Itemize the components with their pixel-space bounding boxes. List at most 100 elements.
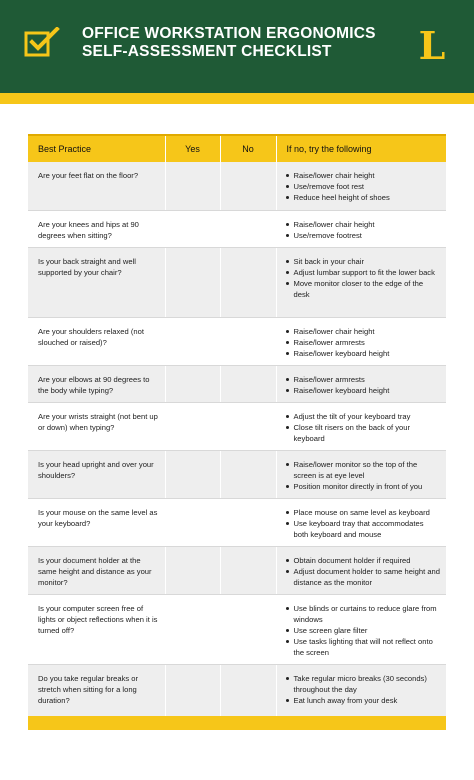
question-cell: Do you take regular breaks or stretch wh… [28,664,165,717]
university-logo: L [419,26,446,64]
suggestion-item: Use screen glare filter [285,625,441,636]
suggestion-item: Raise/lower chair height [285,326,441,337]
no-answer-cell[interactable] [219,450,276,499]
suggestion-item: Eat lunch away from your desk [285,695,441,706]
suggestion-item: Sit back in your chair [285,256,441,267]
suggestions-cell: Adjust the tilt of your keyboard tray Clo… [275,402,446,451]
yes-answer-cell[interactable] [164,546,220,595]
table-row: Is your mouse on the same level as your … [28,498,446,547]
yes-answer-cell[interactable] [164,450,220,499]
question-cell: Are your knees and hips at 90 degrees wh… [28,210,165,248]
suggestion-item: Adjust document holder to same height an… [285,566,441,588]
column-header-no: No [219,134,276,162]
suggestion-item: Use keyboard tray that accommodates both… [285,518,441,540]
suggestions-cell: Take regular micro breaks (30 seconds) t… [275,664,446,717]
suggestions-cell: Sit back in your chair Adjust lumbar supp… [275,247,446,318]
no-answer-cell[interactable] [219,664,276,717]
column-header-yes: Yes [164,134,220,162]
checklist-table: Best Practice Yes No If no, try the foll… [28,134,446,717]
table-row: Is your back straight and well supported… [28,247,446,318]
suggestions-cell: Raise/lower armrests Raise/lower keyboard… [275,365,446,403]
yes-answer-cell[interactable] [164,162,220,211]
suggestion-list: Use blinds or curtains to reduce glare f… [285,603,441,658]
suggestion-item: Raise/lower chair height [285,219,441,230]
suggestion-item: Take regular micro breaks (30 seconds) t… [285,673,441,695]
suggestion-item: Raise/lower armrests [285,374,441,385]
question-cell: Is your computer screen free of lights o… [28,594,165,665]
table-row: Are your feet flat on the floor? Raise/lo… [28,162,446,211]
suggestion-item: Adjust lumbar support to fit the lower b… [285,267,441,278]
no-answer-cell[interactable] [219,317,276,366]
page-title: OFFICE WORKSTATION ERGONOMICS SELF-ASSES… [82,25,402,61]
suggestion-list: Place mouse on same level as keyboard Use… [285,507,441,540]
suggestion-item: Use/remove foot rest [285,181,441,192]
suggestion-item: Use blinds or curtains to reduce glare f… [285,603,441,625]
suggestions-cell: Raise/lower monitor so the top of the sc… [275,450,446,499]
column-header-best-practice: Best Practice [28,134,165,162]
question-cell: Is your mouse on the same level as your … [28,498,165,547]
suggestion-item: Raise/lower armrests [285,337,441,348]
no-answer-cell[interactable] [219,247,276,318]
yes-answer-cell[interactable] [164,664,220,717]
table-header: Best Practice Yes No If no, try the foll… [28,134,446,162]
table-body: Are your feet flat on the floor? Raise/lo… [28,162,446,717]
suggestion-item: Adjust the tilt of your keyboard tray [285,411,441,422]
suggestion-list: Adjust the tilt of your keyboard tray Clo… [285,411,441,444]
suggestions-cell: Use blinds or curtains to reduce glare f… [275,594,446,665]
question-cell: Is your document holder at the same heig… [28,546,165,595]
table-row: Do you take regular breaks or stretch wh… [28,664,446,717]
no-answer-cell[interactable] [219,162,276,211]
question-cell: Is your back straight and well supported… [28,247,165,318]
suggestion-item: Reduce heel height of shoes [285,192,441,203]
yes-answer-cell[interactable] [164,365,220,403]
table-row: Is your document holder at the same heig… [28,546,446,595]
svg-text:L: L [419,26,446,64]
yes-answer-cell[interactable] [164,594,220,665]
header-stripe [0,93,474,104]
suggestions-cell: Obtain document holder if required Adjust… [275,546,446,595]
table-row: Are your knees and hips at 90 degrees wh… [28,210,446,248]
suggestion-list: Raise/lower monitor so the top of the sc… [285,459,441,492]
yes-answer-cell[interactable] [164,247,220,318]
no-answer-cell[interactable] [219,365,276,403]
suggestion-item: Close tilt risers on the back of your ke… [285,422,441,444]
suggestion-item: Raise/lower monitor so the top of the sc… [285,459,441,481]
suggestions-cell: Place mouse on same level as keyboard Use… [275,498,446,547]
no-answer-cell[interactable] [219,402,276,451]
title-line-2: SELF-ASSESSMENT CHECKLIST [82,43,332,60]
suggestion-list: Raise/lower chair height Raise/lower armr… [285,326,441,359]
no-answer-cell[interactable] [219,498,276,547]
suggestion-item: Position monitor directly in front of yo… [285,481,441,492]
suggestion-item: Obtain document holder if required [285,555,441,566]
suggestion-item: Move monitor closer to the edge of the d… [285,278,441,300]
table-row: Are your wrists straight (not bent up or… [28,402,446,451]
table-row: Is your computer screen free of lights o… [28,594,446,665]
suggestion-item: Use tasks lighting that will not reflect… [285,636,441,658]
suggestion-list: Raise/lower armrests Raise/lower keyboard… [285,374,441,396]
table-row: Is your head upright and over your shoul… [28,450,446,499]
title-line-1: OFFICE WORKSTATION ERGONOMICS [82,25,376,42]
yes-answer-cell[interactable] [164,317,220,366]
suggestion-item: Use/remove footrest [285,230,441,241]
question-cell: Are your feet flat on the floor? [28,162,165,211]
table-row: Are your elbows at 90 degrees to the bod… [28,365,446,403]
suggestion-item: Raise/lower keyboard height [285,348,441,359]
header-banner: OFFICE WORKSTATION ERGONOMICS SELF-ASSES… [0,0,474,93]
table-row: Are your shoulders relaxed (not slouched… [28,317,446,366]
column-header-suggestions: If no, try the following [275,134,446,162]
question-cell: Are your elbows at 90 degrees to the bod… [28,365,165,403]
yes-answer-cell[interactable] [164,210,220,248]
suggestion-item: Place mouse on same level as keyboard [285,507,441,518]
question-cell: Is your head upright and over your shoul… [28,450,165,499]
suggestion-list: Sit back in your chair Adjust lumbar supp… [285,256,441,300]
yes-answer-cell[interactable] [164,498,220,547]
no-answer-cell[interactable] [219,546,276,595]
suggestions-cell: Raise/lower chair height Use/remove foot … [275,162,446,211]
no-answer-cell[interactable] [219,594,276,665]
no-answer-cell[interactable] [219,210,276,248]
suggestions-cell: Raise/lower chair height Raise/lower armr… [275,317,446,366]
suggestions-cell: Raise/lower chair height Use/remove footr… [275,210,446,248]
checkbox-check-icon [24,27,60,57]
yes-answer-cell[interactable] [164,402,220,451]
suggestion-item: Raise/lower chair height [285,170,441,181]
